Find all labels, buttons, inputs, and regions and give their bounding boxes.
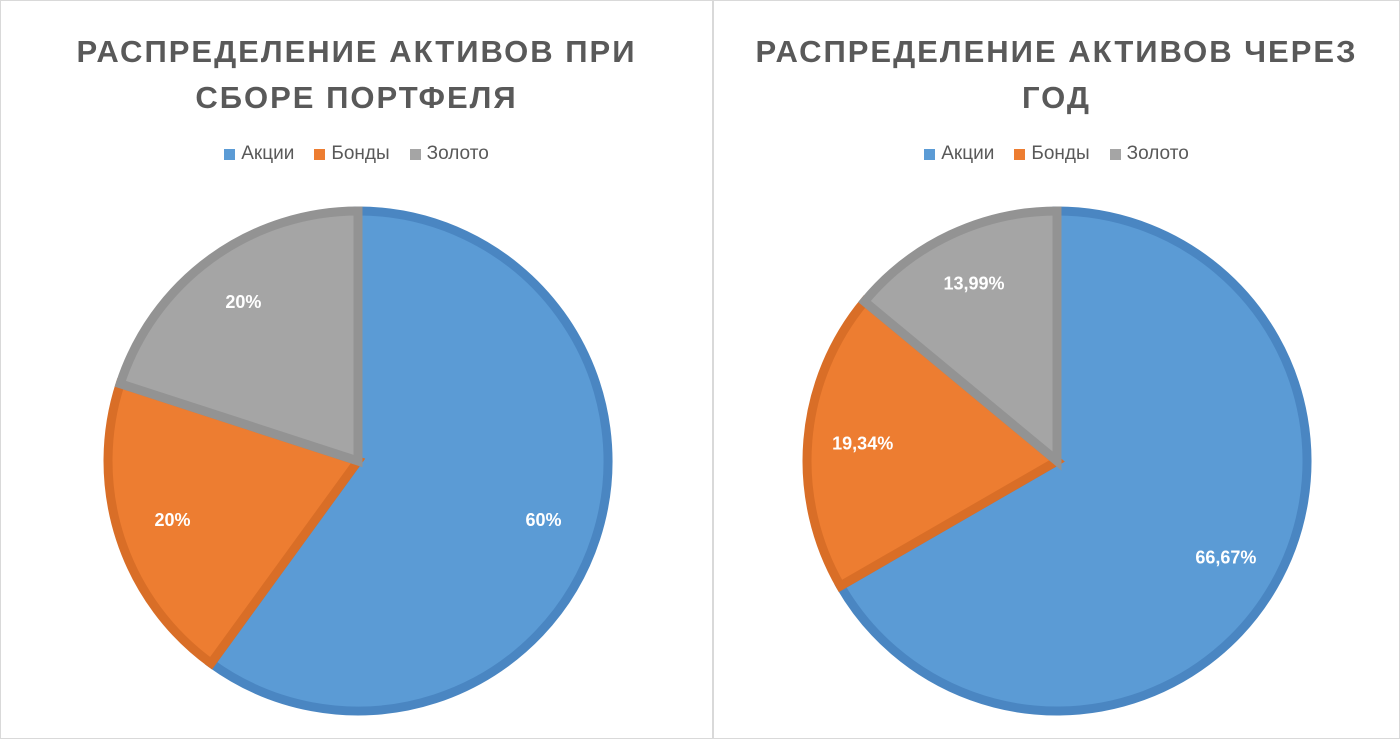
chart-title: РАСПРЕДЕЛЕНИЕ АКТИВОВ ЧЕРЕЗ ГОД [755, 34, 1358, 115]
legend-label-bonds: Бонды [331, 143, 390, 164]
pie-slice-stocks [834, 206, 1312, 716]
legend-item-bonds: Бонды [314, 143, 390, 165]
legend-swatch-bonds [314, 148, 326, 160]
data-label-gold: 20% [225, 292, 261, 312]
chart-title: РАСПРЕДЕЛЕНИЕ АКТИВОВ ПРИ СБОРЕ ПОРТФЕЛЯ [76, 34, 637, 115]
chart-legend: Акции Бонды Золото [1, 143, 712, 165]
pie-slice-stocks [204, 206, 613, 716]
legend-item-gold: Золото [409, 143, 489, 165]
legend-swatch-stocks [924, 148, 936, 160]
pie-chart: 60% 20% 20% [103, 206, 613, 716]
legend-label-stocks: Акции [241, 143, 295, 164]
legend-swatch-gold [1109, 148, 1121, 160]
pie-slice-gold [858, 206, 1062, 471]
legend-label-stocks: Акции [941, 143, 995, 164]
data-label-stocks: 60% [525, 510, 561, 530]
legend-swatch-gold [409, 148, 421, 160]
legend-item-gold: Золото [1109, 143, 1189, 165]
data-label-bonds: 20% [154, 510, 190, 530]
legend-item-stocks: Акции [224, 143, 294, 165]
pie-slice-gold [114, 206, 363, 468]
data-label-bonds: 19,34% [832, 433, 893, 453]
chart-panel-start: РАСПРЕДЕЛЕНИЕ АКТИВОВ ПРИ СБОРЕ ПОРТФЕЛЯ… [0, 0, 713, 739]
legend-swatch-bonds [1014, 148, 1026, 160]
legend-item-bonds: Бонды [1014, 143, 1090, 165]
legend-label-gold: Золото [1126, 143, 1189, 164]
chart-panel-after-year: РАСПРЕДЕЛЕНИЕ АКТИВОВ ЧЕРЕЗ ГОД Акции Бо… [713, 0, 1400, 739]
legend-item-stocks: Акции [924, 143, 994, 165]
legend-label-bonds: Бонды [1031, 143, 1090, 164]
data-label-stocks: 66,67% [1195, 547, 1256, 567]
legend-swatch-stocks [224, 148, 236, 160]
pie-chart: 66,67% 19,34% 13,99% [802, 206, 1312, 716]
chart-legend: Акции Бонды Золото [714, 143, 1399, 165]
pie-slice-bonds [103, 378, 366, 670]
pie-slice-bonds [802, 295, 1065, 593]
legend-label-gold: Золото [426, 143, 489, 164]
data-label-gold: 13,99% [943, 273, 1004, 293]
